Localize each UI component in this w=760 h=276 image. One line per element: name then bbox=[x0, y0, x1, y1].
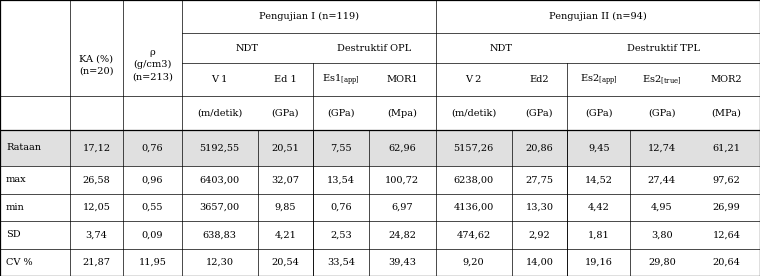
Text: Destruktif TPL: Destruktif TPL bbox=[627, 44, 700, 53]
Text: 13,54: 13,54 bbox=[327, 176, 355, 184]
Text: V 2: V 2 bbox=[465, 75, 482, 84]
Text: Destruktif OPL: Destruktif OPL bbox=[337, 44, 412, 53]
Text: 20,86: 20,86 bbox=[525, 144, 553, 152]
Text: 6238,00: 6238,00 bbox=[454, 176, 494, 184]
Text: 3657,00: 3657,00 bbox=[200, 203, 239, 212]
Text: 12,30: 12,30 bbox=[206, 258, 233, 267]
Text: 39,43: 39,43 bbox=[388, 258, 416, 267]
Text: (GPa): (GPa) bbox=[585, 108, 613, 118]
Text: 14,52: 14,52 bbox=[584, 176, 613, 184]
Text: 0,96: 0,96 bbox=[141, 176, 163, 184]
Text: Ed 1: Ed 1 bbox=[274, 75, 297, 84]
Text: 12,74: 12,74 bbox=[648, 144, 676, 152]
Text: 24,82: 24,82 bbox=[388, 230, 416, 239]
Text: 33,54: 33,54 bbox=[327, 258, 355, 267]
Text: 13,30: 13,30 bbox=[525, 203, 553, 212]
Text: 20,64: 20,64 bbox=[713, 258, 740, 267]
Text: NDT: NDT bbox=[236, 44, 259, 53]
Text: 638,83: 638,83 bbox=[203, 230, 236, 239]
Text: MOR2: MOR2 bbox=[711, 75, 743, 84]
Text: 0,76: 0,76 bbox=[331, 203, 352, 212]
Text: 6403,00: 6403,00 bbox=[200, 176, 239, 184]
Text: 4,21: 4,21 bbox=[274, 230, 296, 239]
Text: (m/detik): (m/detik) bbox=[197, 108, 242, 118]
Text: 7,55: 7,55 bbox=[331, 144, 352, 152]
Text: min: min bbox=[6, 203, 25, 212]
Text: Pengujian II (n=94): Pengujian II (n=94) bbox=[549, 12, 647, 21]
Text: (GPa): (GPa) bbox=[328, 108, 355, 118]
Text: 11,95: 11,95 bbox=[138, 258, 166, 267]
Text: (GPa): (GPa) bbox=[272, 108, 299, 118]
Text: 12,64: 12,64 bbox=[713, 230, 741, 239]
Text: 9,20: 9,20 bbox=[463, 258, 484, 267]
Text: KA (%)
(n=20): KA (%) (n=20) bbox=[79, 54, 114, 75]
Text: 1,81: 1,81 bbox=[587, 230, 610, 239]
Text: (Mpa): (Mpa) bbox=[388, 108, 417, 118]
Text: 6,97: 6,97 bbox=[391, 203, 413, 212]
Text: 5192,55: 5192,55 bbox=[200, 144, 239, 152]
Text: 0,09: 0,09 bbox=[141, 230, 163, 239]
Text: 9,45: 9,45 bbox=[588, 144, 610, 152]
Text: SD: SD bbox=[6, 230, 21, 239]
Text: MOR1: MOR1 bbox=[386, 75, 418, 84]
Text: 17,12: 17,12 bbox=[82, 144, 110, 152]
Text: Pengujian I (n=119): Pengujian I (n=119) bbox=[258, 12, 359, 21]
Text: 20,51: 20,51 bbox=[271, 144, 299, 152]
Text: (GPa): (GPa) bbox=[648, 108, 676, 118]
Text: 26,58: 26,58 bbox=[83, 176, 110, 184]
Text: Rataan: Rataan bbox=[6, 144, 41, 152]
Text: 474,62: 474,62 bbox=[457, 230, 491, 239]
Text: 32,07: 32,07 bbox=[271, 176, 299, 184]
Text: 61,21: 61,21 bbox=[713, 144, 741, 152]
Text: 0,76: 0,76 bbox=[141, 144, 163, 152]
Bar bbox=[0, 130, 760, 166]
Text: (GPa): (GPa) bbox=[526, 108, 553, 118]
Text: 14,00: 14,00 bbox=[525, 258, 553, 267]
Text: Es2$_{\mathregular{[true]}}$: Es2$_{\mathregular{[true]}}$ bbox=[642, 73, 682, 86]
Text: 4,42: 4,42 bbox=[587, 203, 610, 212]
Text: 3,80: 3,80 bbox=[651, 230, 673, 239]
Text: (MPa): (MPa) bbox=[711, 108, 742, 118]
Text: (m/detik): (m/detik) bbox=[451, 108, 496, 118]
Text: 4136,00: 4136,00 bbox=[454, 203, 494, 212]
Text: Es2$_{\mathregular{[app]}}$: Es2$_{\mathregular{[app]}}$ bbox=[580, 72, 618, 87]
Text: 62,96: 62,96 bbox=[388, 144, 416, 152]
Text: Es1$_{\mathregular{[app]}}$: Es1$_{\mathregular{[app]}}$ bbox=[322, 72, 360, 87]
Text: ρ
(g/cm3)
(n=213): ρ (g/cm3) (n=213) bbox=[132, 49, 173, 81]
Text: 20,54: 20,54 bbox=[271, 258, 299, 267]
Text: 2,53: 2,53 bbox=[330, 230, 352, 239]
Text: Ed2: Ed2 bbox=[530, 75, 549, 84]
Text: 26,99: 26,99 bbox=[713, 203, 740, 212]
Text: 27,75: 27,75 bbox=[525, 176, 553, 184]
Text: max: max bbox=[6, 176, 27, 184]
Text: 97,62: 97,62 bbox=[713, 176, 740, 184]
Text: V 1: V 1 bbox=[211, 75, 228, 84]
Text: NDT: NDT bbox=[490, 44, 513, 53]
Text: 21,87: 21,87 bbox=[82, 258, 110, 267]
Text: 29,80: 29,80 bbox=[648, 258, 676, 267]
Text: 4,95: 4,95 bbox=[651, 203, 673, 212]
Text: 9,85: 9,85 bbox=[274, 203, 296, 212]
Text: 27,44: 27,44 bbox=[648, 176, 676, 184]
Text: 100,72: 100,72 bbox=[385, 176, 420, 184]
Text: 12,05: 12,05 bbox=[82, 203, 110, 212]
Text: CV %: CV % bbox=[6, 258, 33, 267]
Text: 5157,26: 5157,26 bbox=[454, 144, 494, 152]
Text: 2,92: 2,92 bbox=[528, 230, 550, 239]
Text: 3,74: 3,74 bbox=[85, 230, 107, 239]
Text: 0,55: 0,55 bbox=[141, 203, 163, 212]
Text: 19,16: 19,16 bbox=[584, 258, 613, 267]
